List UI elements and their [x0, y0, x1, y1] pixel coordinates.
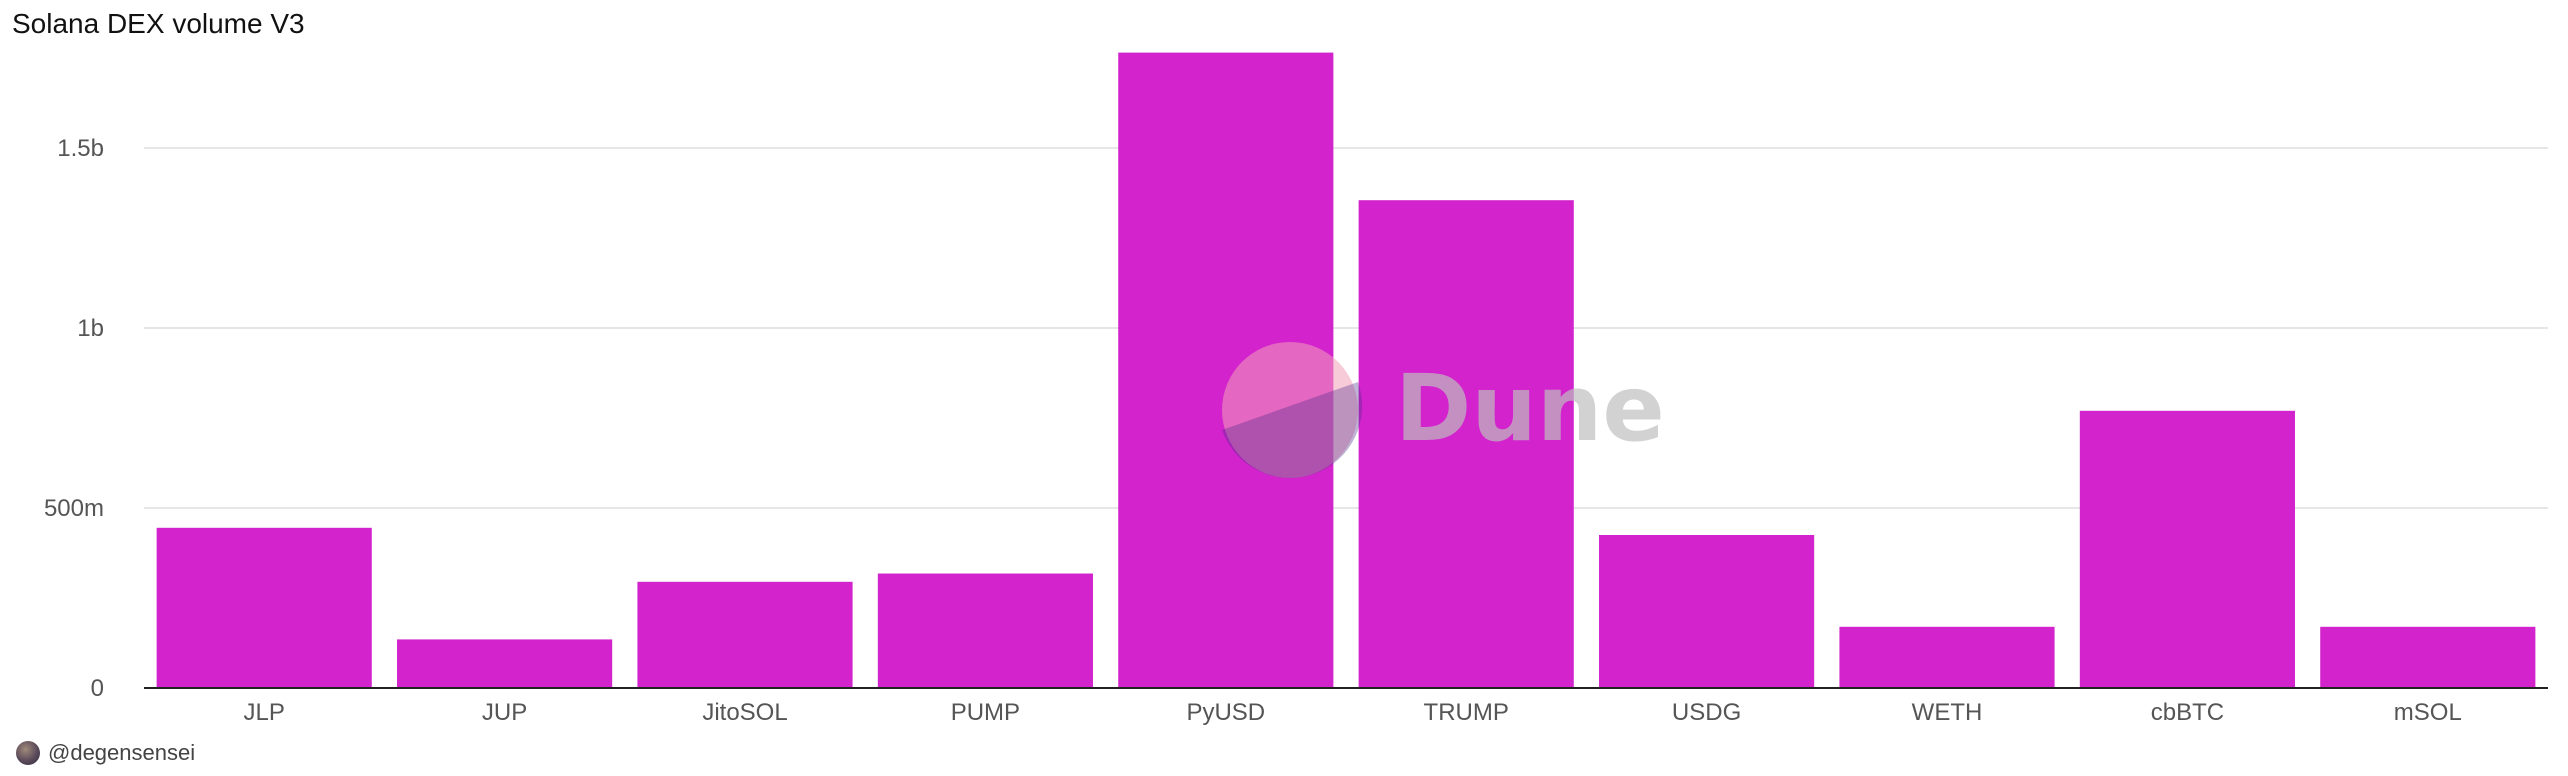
bar [2320, 626, 2536, 688]
bar [2079, 410, 2295, 688]
x-tick-label: mSOL [2394, 699, 2462, 726]
bar-layer [156, 52, 2536, 689]
x-tick-label: PUMP [951, 699, 1020, 726]
x-tick-label: JLP [244, 699, 285, 726]
x-tick-label: JitoSOL [702, 699, 787, 726]
y-tick-label: 1.5b [57, 135, 104, 162]
y-tick-label: 0 [91, 675, 104, 702]
x-tick-label: PyUSD [1186, 699, 1265, 726]
bar [1358, 200, 1574, 688]
author-handle: @degensensei [48, 740, 196, 765]
y-tick-label: 1b [77, 315, 104, 342]
x-tick-label: USDG [1672, 699, 1741, 726]
x-tick-label: WETH [1912, 699, 1983, 726]
dune-logo-icon [1222, 342, 1358, 478]
bar [156, 527, 372, 688]
chart-title: Solana DEX volume V3 [12, 8, 305, 39]
dune-watermark: Dune [1222, 342, 1665, 479]
x-tick-label: JUP [482, 699, 527, 726]
dune-logo-shade [1222, 382, 1363, 479]
bar [877, 573, 1093, 688]
label-layer: 0 500m 1b 1.5b JLP JUP JitoSOL PUMP PyUSD TRUMP US… [44, 135, 2462, 726]
bar [637, 581, 853, 688]
bar [397, 639, 613, 688]
footer: @degensensei [16, 738, 195, 768]
bar [1599, 535, 1815, 688]
x-tick-label: cbBTC [2151, 699, 2224, 726]
y-tick-label: 500m [44, 495, 104, 522]
bar [1839, 626, 2055, 688]
dune-watermark-text: Dune [1395, 355, 1665, 462]
avatar [16, 741, 40, 765]
x-tick-label: TRUMP [1424, 699, 1509, 726]
